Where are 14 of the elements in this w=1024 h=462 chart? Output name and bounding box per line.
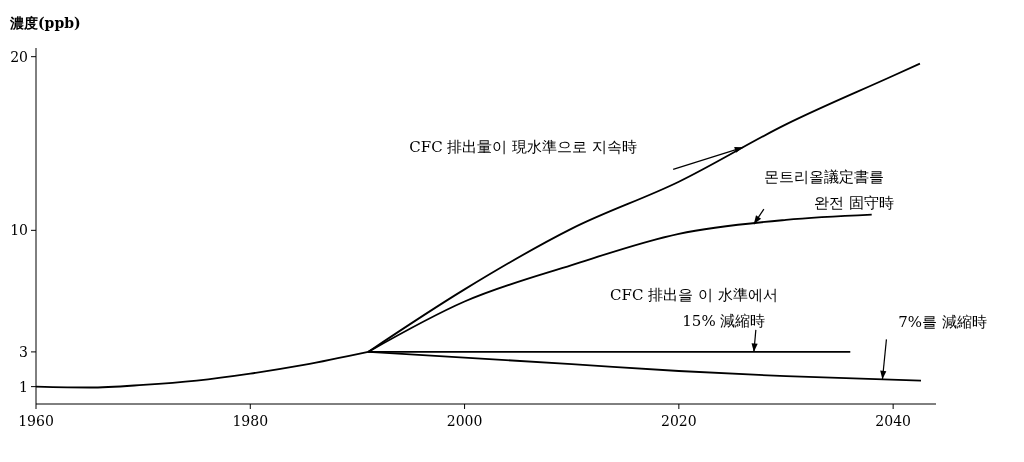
x-tick-label: 2000 (446, 413, 483, 429)
y-tick-label: 1 (19, 378, 28, 395)
y-tick-label: 3 (19, 343, 28, 360)
series-label: 몬트리올議定書를 완전 固守時 (763, 168, 894, 213)
x-tick-label: 1980 (232, 413, 269, 429)
text: 7%를 減縮時 (898, 313, 987, 332)
y-tick-label: 10 (10, 222, 28, 239)
series-label: CFC 排出을 이 水準에서 15% 減縮時 (610, 285, 778, 330)
x-tick-label: 1960 (18, 413, 54, 429)
x-tick-label: 2040 (875, 413, 911, 429)
y-axis-title: 濃度(ppb) (9, 15, 81, 31)
text: CFC 排出量이 現水準으로 지속時 (409, 138, 637, 157)
y-tick-label: 20 (10, 48, 28, 65)
x-tick-label: 2020 (661, 413, 697, 429)
